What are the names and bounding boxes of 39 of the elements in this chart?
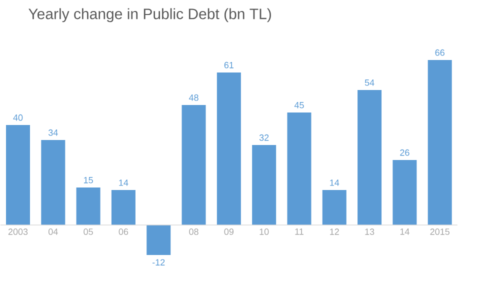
data-label: 15 xyxy=(84,177,93,184)
data-label: 26 xyxy=(400,149,410,156)
x-tick-label: 05 xyxy=(84,228,93,235)
bar xyxy=(41,140,66,225)
chart-title: Yearly change in Public Debt (bn TL) xyxy=(28,8,271,22)
data-label: 34 xyxy=(48,129,58,136)
x-tick-label: 2003 xyxy=(8,228,28,235)
bar xyxy=(76,188,100,225)
x-tick-label: 09 xyxy=(224,228,234,235)
bar xyxy=(252,145,276,225)
bar xyxy=(428,60,452,225)
x-tick-label: 11 xyxy=(295,228,304,235)
x-tick-label: 12 xyxy=(330,228,339,235)
x-tick-label: 2015 xyxy=(430,228,450,235)
data-label: 32 xyxy=(259,134,269,141)
data-label: 48 xyxy=(188,94,198,101)
data-label: 14 xyxy=(119,180,128,186)
x-tick-label: 13 xyxy=(365,228,374,235)
x-tick-label: 08 xyxy=(189,228,198,235)
bar xyxy=(182,105,206,225)
data-label: 54 xyxy=(364,80,374,86)
data-label: 66 xyxy=(435,49,444,56)
bar xyxy=(146,225,171,255)
data-label: 40 xyxy=(13,114,23,121)
bar xyxy=(392,160,417,225)
bar xyxy=(358,90,382,225)
bar xyxy=(111,190,136,225)
bar xyxy=(322,190,346,225)
x-tick-label: 14 xyxy=(400,228,410,235)
data-label: 14 xyxy=(330,180,340,186)
bar xyxy=(6,125,30,225)
bar xyxy=(287,112,312,225)
data-label: -12 xyxy=(152,259,165,266)
data-label: 61 xyxy=(224,62,234,68)
x-tick-label: 10 xyxy=(260,228,269,235)
data-label: 45 xyxy=(294,102,304,108)
bar xyxy=(216,72,241,225)
x-tick-label: 06 xyxy=(118,228,128,235)
x-tick-label: 04 xyxy=(48,228,58,235)
